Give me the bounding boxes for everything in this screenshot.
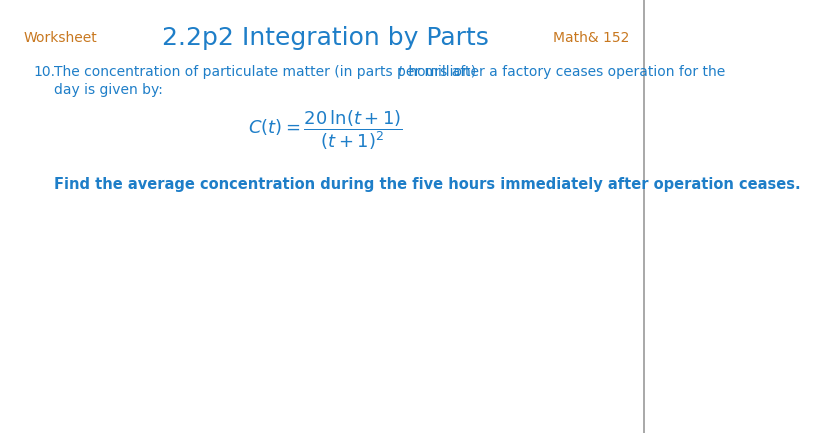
Text: Find the average concentration during the five hours immediately after operation: Find the average concentration during th… [54, 178, 801, 193]
Text: 2.2p2 Integration by Parts: 2.2p2 Integration by Parts [162, 26, 489, 50]
Text: Math& 152: Math& 152 [553, 31, 629, 45]
Text: hours after a factory ceases operation for the: hours after a factory ceases operation f… [404, 65, 725, 79]
Text: day is given by:: day is given by: [54, 83, 163, 97]
Text: 10.: 10. [33, 65, 56, 79]
Text: Worksheet: Worksheet [24, 31, 98, 45]
Text: The concentration of particulate matter (in parts per million): The concentration of particulate matter … [54, 65, 480, 79]
Text: t: t [398, 65, 403, 79]
Text: $C(t) = \dfrac{20\,\ln(t+1)}{(t+1)^2}$: $C(t) = \dfrac{20\,\ln(t+1)}{(t+1)^2}$ [248, 108, 402, 152]
